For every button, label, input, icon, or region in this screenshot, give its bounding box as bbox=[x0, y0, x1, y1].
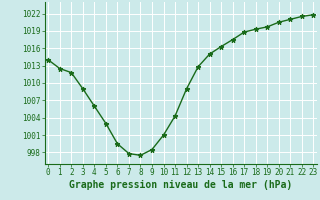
X-axis label: Graphe pression niveau de la mer (hPa): Graphe pression niveau de la mer (hPa) bbox=[69, 180, 292, 190]
